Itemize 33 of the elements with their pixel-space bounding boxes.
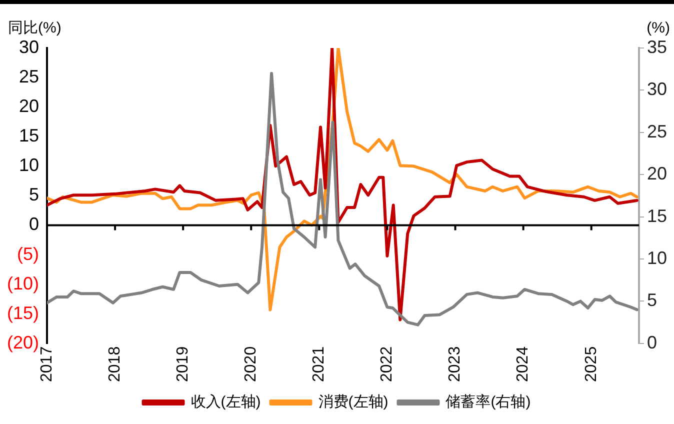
y2-tick-label: 25 — [646, 121, 668, 142]
y2-tick-label: 15 — [646, 206, 668, 226]
y-tick-label: 10 — [18, 155, 40, 176]
y-tick-label: (10) — [6, 273, 40, 294]
legend-label: 储蓄率(右轴) — [446, 394, 531, 411]
y-tick-label: 25 — [18, 66, 40, 87]
x-tick-label: 2022 — [378, 346, 396, 382]
x-tick-label: 2021 — [310, 346, 328, 382]
x-tick-label: 2019 — [174, 346, 192, 382]
y-tick-label: (15) — [6, 302, 40, 323]
y2-tick-label: 30 — [646, 79, 668, 100]
legend-label: 消费(左轴) — [318, 394, 388, 411]
y2-tick-label: 20 — [646, 164, 668, 184]
legend-label: 收入(左轴) — [190, 394, 261, 411]
y-tick-label: 0 — [28, 214, 40, 234]
x-tick-label: 2020 — [242, 346, 260, 382]
y2-axis-title: (%) — [646, 20, 670, 37]
y2-tick-label: 5 — [646, 290, 657, 310]
y-tick-label: 30 — [18, 36, 40, 57]
x-tick-label: 2023 — [446, 346, 464, 382]
y-axis-title: 同比(%) — [8, 20, 62, 37]
x-tick-label: 2024 — [514, 346, 532, 382]
y-tick-label: 15 — [18, 126, 40, 146]
x-tick-label: 2025 — [582, 346, 600, 382]
y2-tick-label: 35 — [646, 36, 668, 57]
x-tick-label: 2017 — [38, 346, 56, 382]
y2-tick-label: 10 — [646, 248, 668, 268]
x-tick-label: 2018 — [106, 346, 124, 382]
y-tick-label: (5) — [17, 244, 40, 264]
y-tick-label: 20 — [18, 96, 40, 116]
y-tick-label: (20) — [6, 332, 40, 352]
y-tick-label: 5 — [28, 184, 40, 205]
y2-tick-label: 0 — [646, 332, 657, 352]
